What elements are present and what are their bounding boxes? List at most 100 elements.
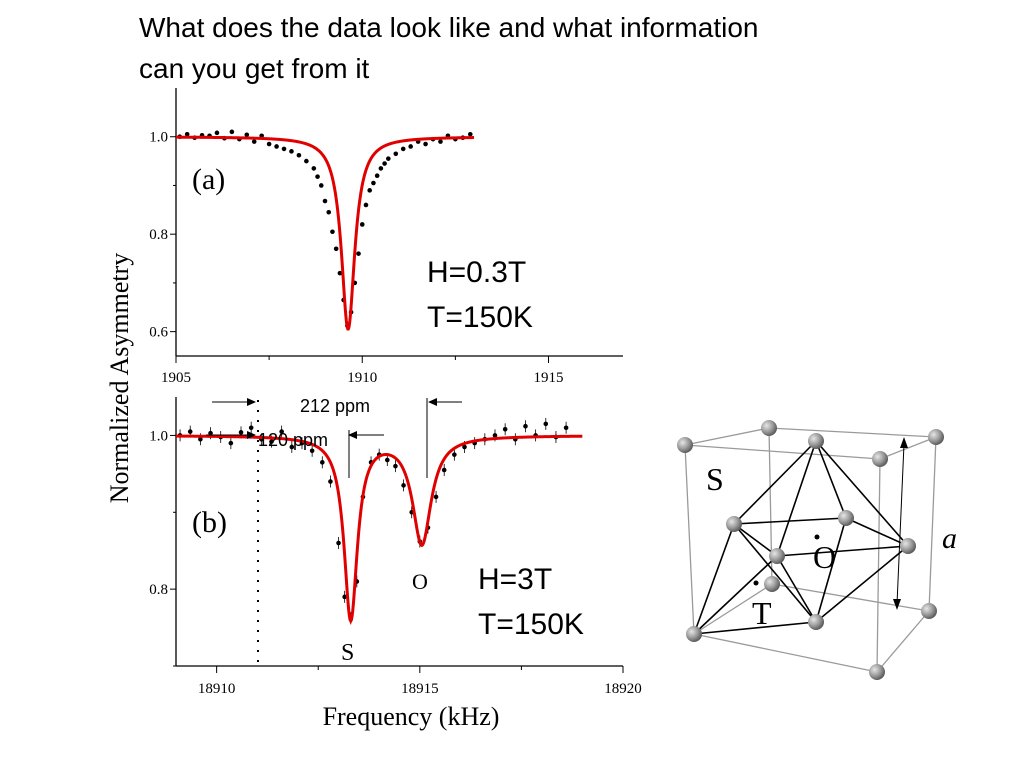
lattice-label-t: T: [752, 595, 772, 631]
ppm-120-left-arrowhead: [247, 431, 256, 439]
data-point: [401, 483, 406, 488]
data-point: [386, 156, 391, 161]
atom-sphere: [769, 548, 785, 564]
ppm-212-right-arrowhead: [428, 398, 437, 406]
data-point: [266, 141, 272, 147]
octahedron-edge: [733, 517, 847, 525]
data-point: [563, 425, 569, 431]
x-tick-label: 18915: [401, 681, 439, 697]
panel-b-fit-curve: [175, 434, 583, 625]
data-point: [187, 429, 193, 434]
data-point: [198, 436, 203, 442]
atom-sphere: [808, 433, 824, 449]
y-tick-label: 1.0: [149, 130, 168, 146]
data-point: [274, 144, 279, 149]
panel-a-ticks: 1905 1910 1915 0.6 0.8 1.0: [149, 130, 563, 386]
data-point: [318, 183, 324, 188]
cube-edge: [768, 427, 937, 438]
lattice-diagram: S O T a: [677, 420, 957, 680]
data-point: [214, 130, 220, 136]
atom-sphere: [900, 538, 916, 554]
atom-sphere: [686, 626, 702, 642]
data-point: [523, 423, 528, 429]
cube-edge: [693, 633, 878, 673]
data-point: [342, 594, 347, 600]
lattice-atoms: [677, 420, 944, 680]
octahedron-edge: [815, 545, 909, 623]
ppm-212-annotation: 212 ppm: [212, 396, 462, 478]
lattice-constant-arrow: [893, 437, 908, 610]
octahedron-edge: [815, 440, 847, 519]
lattice-label-a: a: [942, 522, 957, 555]
cube-edge: [684, 444, 695, 635]
atom-sphere: [677, 437, 693, 453]
data-point: [452, 452, 457, 457]
cube-edge: [684, 444, 881, 460]
data-point: [467, 131, 473, 137]
y-tick-label: 0.8: [149, 227, 168, 243]
data-point: [244, 132, 250, 138]
cube-edge: [876, 610, 930, 673]
octahedron-edge: [733, 523, 778, 557]
peak-o-label: O: [412, 569, 428, 594]
atom-sphere: [761, 420, 777, 436]
data-point: [400, 146, 406, 152]
data-point: [309, 448, 315, 454]
octahedral-site-dot: [814, 534, 820, 540]
data-point: [492, 433, 498, 438]
cube-edges: [684, 427, 937, 673]
ppm-212-label: 212 ppm: [300, 396, 370, 416]
panel-a-chart: 1905 1910 1915 0.6 0.8 1.0 (a) H=0.3T T=150K: [149, 88, 623, 386]
atom-sphere: [921, 603, 937, 619]
panel-a-label: (a): [192, 163, 225, 196]
peak-s-label: S: [341, 640, 354, 666]
data-point: [433, 494, 439, 500]
data-point: [359, 222, 365, 227]
lattice-label-s: S: [706, 461, 724, 497]
panel-b-chart: 18910 18915 18920 0.8 1.0 212 ppm 120 ppm (b…: [149, 396, 642, 731]
data-point: [248, 425, 254, 431]
data-point: [363, 202, 369, 208]
x-axis-label: Frequency (kHz): [323, 702, 500, 731]
lattice-label-o: O: [813, 539, 836, 575]
data-point: [423, 141, 428, 147]
data-point: [356, 251, 361, 256]
data-point: [229, 129, 235, 135]
ppm-212-left-arrowhead: [247, 398, 256, 406]
y-tick-label: 1.0: [149, 428, 168, 444]
octahedron-edge: [776, 545, 909, 557]
lattice-constant-arrowhead-top: [900, 437, 908, 448]
slide-title-line-2: can you get from it: [139, 53, 370, 84]
ppm-120-right-arrowhead: [348, 431, 357, 439]
y-tick-label: 0.8: [149, 582, 168, 598]
data-point: [279, 429, 284, 434]
data-point: [238, 430, 244, 435]
data-point: [441, 467, 447, 473]
panel-a-field-label: H=0.3T: [427, 256, 526, 289]
data-point: [326, 209, 332, 215]
atom-sphere: [764, 576, 780, 592]
atom-sphere: [869, 664, 885, 680]
tetrahedral-edge: [693, 555, 778, 635]
data-point: [543, 421, 549, 427]
data-point: [289, 444, 295, 450]
data-point: [269, 439, 274, 444]
tetrahedral-site-dot: [753, 580, 759, 586]
octahedron-edge: [733, 440, 817, 525]
x-tick-label: 18920: [604, 681, 642, 697]
data-point: [408, 144, 413, 149]
panel-a-temperature-label: T=150K: [427, 301, 533, 334]
data-point: [337, 270, 343, 276]
octahedron-edge: [815, 440, 909, 547]
octahedron-edge: [845, 517, 909, 547]
atom-sphere: [838, 510, 854, 526]
y-tick-label: 0.6: [149, 325, 168, 341]
panel-b-field-label: H=3T: [478, 563, 552, 596]
data-point: [289, 149, 294, 154]
x-tick-label: 1910: [347, 370, 377, 386]
data-point: [462, 444, 467, 450]
panel-b-ticks: 18910 18915 18920 0.8 1.0: [149, 428, 642, 697]
cube-edge: [684, 427, 770, 446]
data-point: [251, 139, 257, 144]
atom-sphere: [928, 429, 944, 445]
